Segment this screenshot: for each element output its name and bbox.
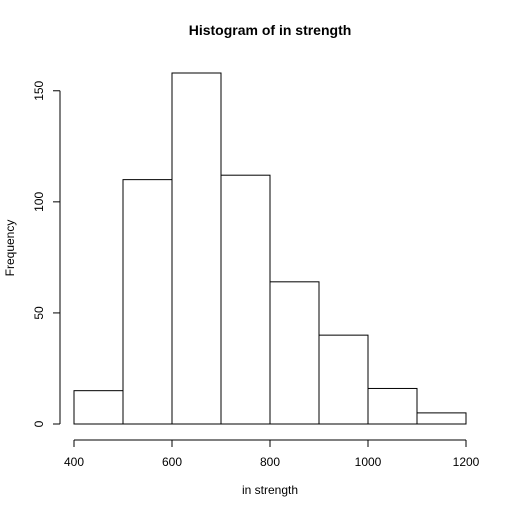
x-tick-label: 800 [260,455,280,469]
x-tick-label: 1000 [355,455,382,469]
histogram-bar [171,72,222,425]
chart-title: Histogram of in strength [189,22,352,38]
x-axis-label: in strength [242,483,298,497]
x-axis: 400 600 800 1000 1200 [64,439,480,469]
y-tick-label: 150 [32,80,46,100]
x-tick-label: 1200 [453,455,480,469]
bars-group [73,72,467,425]
histogram-bar [73,390,124,425]
y-tick-label: 0 [32,420,46,427]
histogram-bar [367,387,418,425]
histogram-bar [122,179,173,425]
histogram-bar [220,174,271,425]
x-tick-label: 600 [162,455,182,469]
histogram-bar [416,412,467,425]
x-tick-label: 400 [64,455,84,469]
histogram-bar [318,334,369,425]
y-axis: 0 50 100 150 [32,80,61,427]
y-tick-label: 100 [32,192,46,212]
y-tick-label: 50 [32,306,46,320]
y-axis-label: Frequency [3,220,17,277]
histogram-bar [269,281,320,425]
